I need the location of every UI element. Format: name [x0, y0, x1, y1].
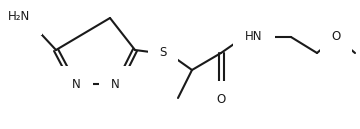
Text: O: O: [331, 30, 341, 43]
Text: N: N: [111, 78, 120, 91]
Text: N: N: [72, 78, 81, 91]
Text: O: O: [216, 93, 226, 106]
Text: S: S: [159, 46, 167, 59]
Text: H₂N: H₂N: [8, 10, 30, 23]
Text: HN: HN: [245, 30, 263, 43]
